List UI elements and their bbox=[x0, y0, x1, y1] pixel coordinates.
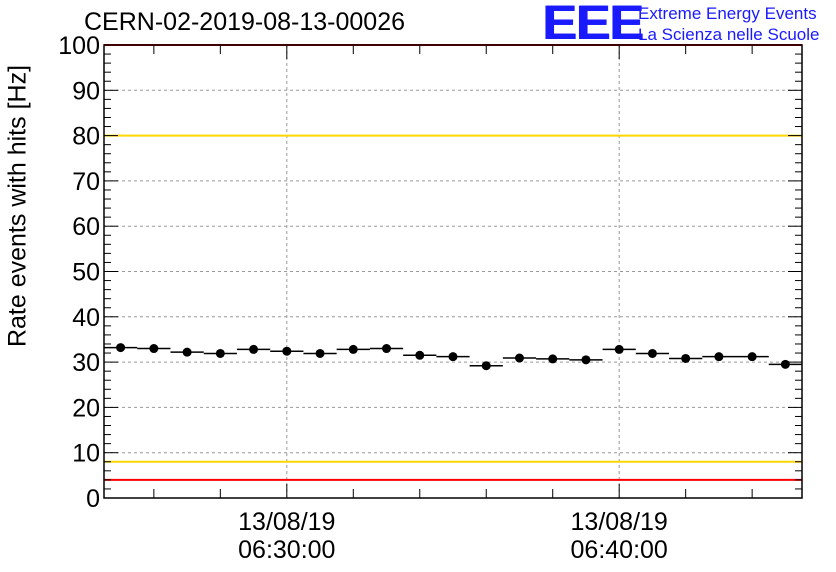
data-point bbox=[348, 344, 358, 354]
y-tick-label: 70 bbox=[72, 168, 100, 196]
org-line-2: La Scienza nelle Scuole bbox=[638, 25, 820, 44]
grid-lines bbox=[104, 45, 802, 498]
y-tick-label: 40 bbox=[72, 304, 100, 332]
data-point bbox=[448, 352, 458, 362]
data-points bbox=[104, 343, 802, 371]
data-point bbox=[747, 352, 757, 362]
y-tick-label: 50 bbox=[72, 259, 100, 287]
data-point bbox=[514, 353, 524, 363]
y-tick-label: 90 bbox=[72, 77, 100, 105]
data-point bbox=[780, 359, 790, 369]
data-point bbox=[249, 344, 259, 354]
y-tick-label: 30 bbox=[72, 349, 100, 377]
data-point bbox=[315, 348, 325, 358]
chart-title: CERN-02-2019-08-13-00026 bbox=[84, 8, 406, 36]
data-point bbox=[548, 354, 558, 364]
y-tick-label: 0 bbox=[86, 485, 100, 513]
eee-logo: EEE bbox=[542, 0, 644, 50]
data-point bbox=[116, 343, 126, 353]
data-point bbox=[614, 344, 624, 354]
x-tick-label-date: 13/08/19 bbox=[238, 508, 335, 536]
x-tick-label-time: 06:40:00 bbox=[571, 536, 668, 564]
y-tick-label: 10 bbox=[72, 440, 100, 468]
x-tick-label-date: 13/08/19 bbox=[571, 508, 668, 536]
data-point bbox=[647, 348, 657, 358]
organization-label: Extreme Energy Events La Scienza nelle S… bbox=[638, 3, 819, 45]
data-point bbox=[215, 348, 225, 358]
data-point bbox=[282, 346, 292, 356]
data-point bbox=[182, 347, 192, 357]
y-tick-label: 60 bbox=[72, 213, 100, 241]
data-point bbox=[681, 353, 691, 363]
data-point bbox=[382, 344, 392, 354]
data-point bbox=[415, 350, 425, 360]
org-line-1: Extreme Energy Events bbox=[638, 4, 817, 23]
x-tick-label-time: 06:30:00 bbox=[238, 536, 335, 564]
y-tick-label: 100 bbox=[58, 32, 100, 60]
data-point bbox=[714, 352, 724, 362]
data-point bbox=[481, 361, 491, 371]
axes: 010203040506070809010013/08/1906:30:0013… bbox=[58, 32, 803, 564]
threshold-lines bbox=[104, 44, 802, 481]
data-point bbox=[149, 344, 159, 354]
y-tick-label: 80 bbox=[72, 123, 100, 151]
y-tick-label: 20 bbox=[72, 394, 100, 422]
data-point bbox=[581, 355, 591, 365]
